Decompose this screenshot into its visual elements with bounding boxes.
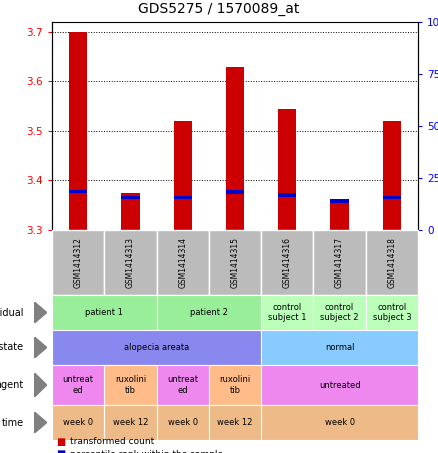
Bar <box>173 196 192 199</box>
Bar <box>226 190 244 193</box>
Bar <box>278 109 297 230</box>
Polygon shape <box>35 302 47 323</box>
Text: ruxolini
tib: ruxolini tib <box>115 375 146 395</box>
Text: ■: ■ <box>57 449 66 453</box>
Text: patient 1: patient 1 <box>85 308 123 317</box>
Polygon shape <box>35 412 47 433</box>
Text: untreat
ed: untreat ed <box>63 375 94 395</box>
Text: GSM1414318: GSM1414318 <box>387 237 396 288</box>
Text: untreat
ed: untreat ed <box>167 375 198 395</box>
Bar <box>69 190 87 193</box>
Text: untreated: untreated <box>319 381 360 390</box>
Text: disease state: disease state <box>0 342 24 352</box>
Text: patient 2: patient 2 <box>190 308 228 317</box>
Bar <box>330 203 349 230</box>
Bar <box>278 193 297 197</box>
Text: GSM1414312: GSM1414312 <box>74 237 83 288</box>
Text: week 12: week 12 <box>113 418 148 427</box>
Text: week 0: week 0 <box>63 418 93 427</box>
Text: week 0: week 0 <box>168 418 198 427</box>
Text: ■: ■ <box>57 437 66 447</box>
Text: agent: agent <box>0 380 24 390</box>
Text: normal: normal <box>325 343 354 352</box>
Text: control
subject 3: control subject 3 <box>373 303 411 322</box>
Text: control
subject 1: control subject 1 <box>268 303 307 322</box>
Bar <box>383 196 401 199</box>
Text: time: time <box>1 418 24 428</box>
Text: individual: individual <box>0 308 24 318</box>
Text: ruxolini
tib: ruxolini tib <box>219 375 251 395</box>
Bar <box>173 121 192 230</box>
Text: GSM1414315: GSM1414315 <box>230 237 240 288</box>
Text: week 12: week 12 <box>217 418 253 427</box>
Text: GSM1414314: GSM1414314 <box>178 237 187 288</box>
Text: control
subject 2: control subject 2 <box>320 303 359 322</box>
Text: transformed count: transformed count <box>70 438 154 447</box>
Polygon shape <box>35 373 47 397</box>
Bar <box>121 193 140 230</box>
Text: GSM1414313: GSM1414313 <box>126 237 135 288</box>
Bar <box>69 32 87 230</box>
Bar <box>121 196 140 199</box>
Text: GDS5275 / 1570089_at: GDS5275 / 1570089_at <box>138 2 300 16</box>
Text: GSM1414316: GSM1414316 <box>283 237 292 288</box>
Text: percentile rank within the sample: percentile rank within the sample <box>70 450 223 453</box>
Bar <box>330 199 349 202</box>
Text: week 0: week 0 <box>325 418 355 427</box>
Bar <box>226 67 244 230</box>
Polygon shape <box>35 337 47 358</box>
Text: alopecia areata: alopecia areata <box>124 343 189 352</box>
Bar <box>383 121 401 230</box>
Text: GSM1414317: GSM1414317 <box>335 237 344 288</box>
